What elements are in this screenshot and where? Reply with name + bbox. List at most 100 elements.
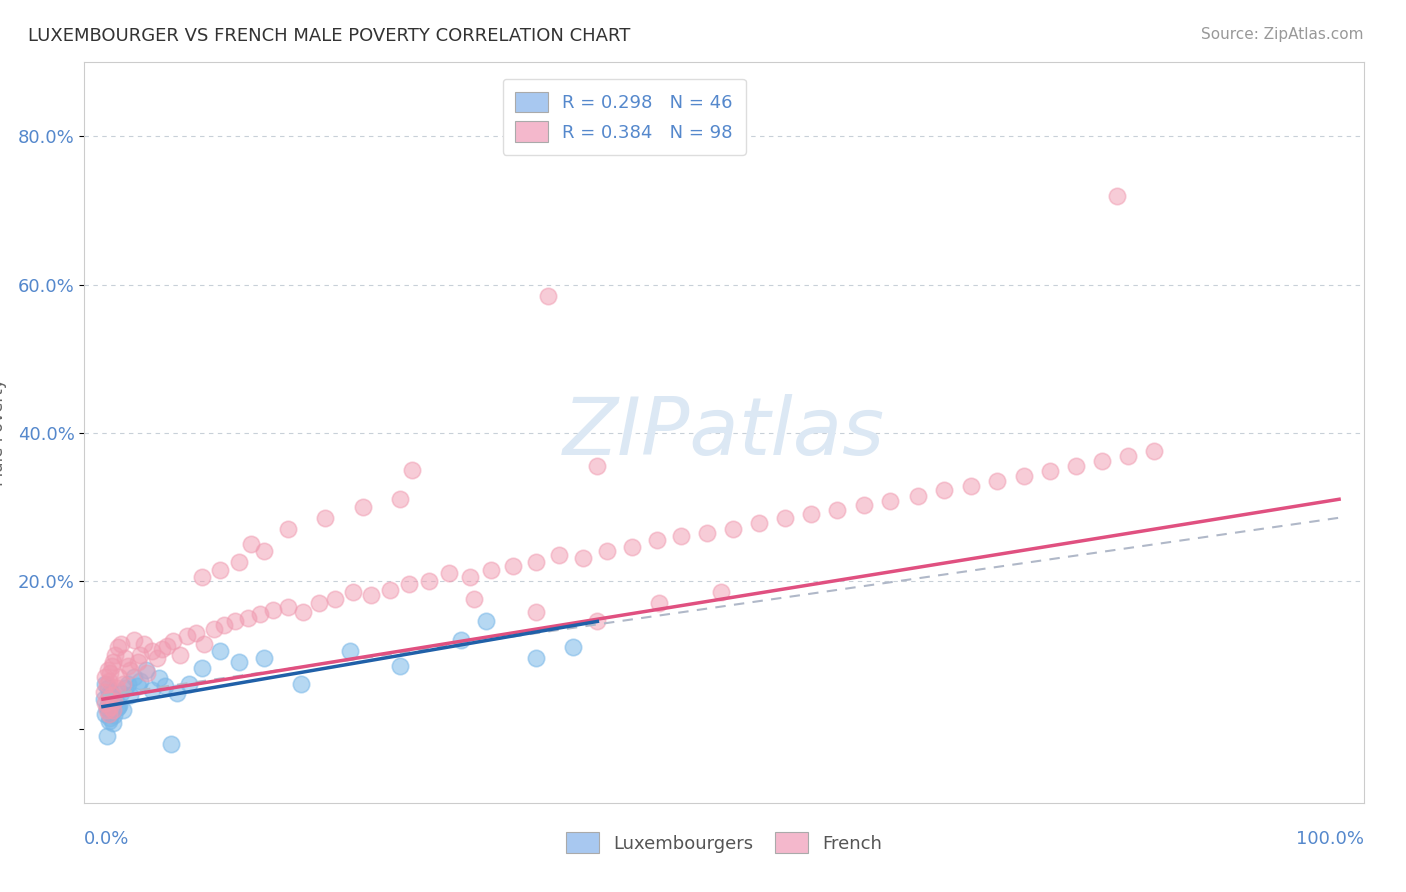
- Point: [184, 625, 207, 640]
- Point: [98, 711, 121, 725]
- Point: [98, 706, 121, 721]
- Point: [146, 651, 169, 665]
- Point: [96, 677, 118, 691]
- Point: [314, 510, 336, 524]
- Point: [907, 489, 929, 503]
- Point: [132, 637, 155, 651]
- Point: [93, 685, 115, 699]
- Point: [97, 692, 120, 706]
- Point: [122, 632, 145, 647]
- Y-axis label: Male Poverty: Male Poverty: [0, 379, 7, 486]
- Point: [437, 566, 460, 581]
- Point: [166, 686, 188, 700]
- Point: [571, 551, 593, 566]
- Point: [986, 474, 1008, 488]
- Point: [100, 658, 122, 673]
- Point: [586, 458, 609, 473]
- Point: [671, 529, 693, 543]
- Point: [98, 689, 121, 703]
- Point: [775, 510, 797, 524]
- Point: [111, 677, 134, 691]
- Point: [127, 655, 149, 669]
- Point: [96, 729, 118, 743]
- Point: [401, 462, 423, 476]
- Point: [1064, 458, 1087, 473]
- Point: [479, 563, 502, 577]
- Point: [360, 589, 382, 603]
- Point: [252, 651, 274, 665]
- Point: [209, 644, 232, 658]
- Point: [586, 615, 609, 629]
- Point: [107, 640, 129, 655]
- Point: [748, 516, 770, 530]
- Point: [1012, 468, 1035, 483]
- Point: [249, 607, 271, 621]
- Point: [398, 577, 420, 591]
- Point: [228, 655, 250, 669]
- Point: [108, 670, 131, 684]
- Point: [224, 615, 246, 629]
- Point: [169, 648, 191, 662]
- Point: [1143, 444, 1166, 458]
- Point: [160, 737, 183, 751]
- Point: [418, 574, 440, 588]
- Point: [853, 498, 876, 512]
- Point: [97, 663, 120, 677]
- Point: [94, 677, 117, 691]
- Point: [120, 689, 142, 703]
- Point: [103, 693, 125, 707]
- Point: [114, 681, 136, 695]
- Point: [645, 533, 668, 547]
- Point: [156, 639, 179, 653]
- Point: [98, 666, 121, 681]
- Point: [959, 479, 981, 493]
- Point: [388, 492, 411, 507]
- Point: [191, 661, 214, 675]
- Point: [129, 673, 152, 688]
- Point: [129, 648, 152, 662]
- Point: [103, 708, 125, 723]
- Point: [94, 706, 117, 721]
- Point: [110, 637, 132, 651]
- Point: [105, 681, 128, 695]
- Point: [117, 658, 139, 673]
- Point: [879, 493, 901, 508]
- Text: LUXEMBOURGER VS FRENCH MALE POVERTY CORRELATION CHART: LUXEMBOURGER VS FRENCH MALE POVERTY CORR…: [28, 27, 630, 45]
- Point: [450, 632, 472, 647]
- Point: [101, 715, 124, 730]
- Point: [96, 703, 118, 717]
- Point: [176, 629, 198, 643]
- Point: [202, 622, 225, 636]
- Point: [352, 500, 374, 514]
- Point: [263, 603, 285, 617]
- Point: [537, 288, 560, 302]
- Point: [107, 699, 129, 714]
- Point: [93, 692, 115, 706]
- Point: [228, 555, 250, 569]
- Point: [141, 683, 163, 698]
- Text: Source: ZipAtlas.com: Source: ZipAtlas.com: [1201, 27, 1364, 42]
- Point: [105, 701, 128, 715]
- Point: [524, 605, 547, 619]
- Point: [117, 677, 139, 691]
- Point: [277, 599, 299, 614]
- Point: [1039, 464, 1062, 478]
- Point: [97, 681, 120, 695]
- Point: [141, 644, 163, 658]
- Point: [339, 644, 361, 658]
- Point: [292, 605, 315, 619]
- Point: [127, 679, 149, 693]
- Point: [111, 703, 134, 717]
- Point: [1116, 450, 1139, 464]
- Point: [524, 555, 547, 569]
- Point: [648, 596, 671, 610]
- Point: [101, 690, 124, 705]
- Point: [122, 670, 145, 684]
- Point: [104, 648, 127, 662]
- Point: [98, 699, 121, 714]
- Point: [209, 563, 232, 577]
- Point: [193, 637, 215, 651]
- Point: [548, 548, 571, 562]
- Point: [561, 640, 583, 655]
- Point: [596, 544, 619, 558]
